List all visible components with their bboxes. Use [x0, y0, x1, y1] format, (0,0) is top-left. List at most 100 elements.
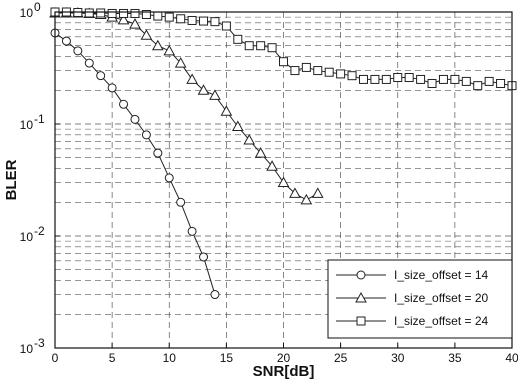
data-point-square [381, 74, 391, 84]
data-point-circle [96, 71, 106, 81]
data-point-square [187, 15, 197, 25]
data-point-square [279, 57, 288, 67]
data-point-circle [356, 270, 366, 280]
data-point-triangle [174, 57, 187, 68]
series-square [50, 7, 517, 91]
data-point-square [416, 74, 426, 84]
data-point-square [199, 16, 209, 26]
data-point-square [450, 74, 460, 84]
data-point-square [130, 8, 140, 18]
data-point-square [336, 69, 346, 79]
data-point-circle [141, 130, 151, 140]
y-tick-label: 10 [20, 6, 34, 20]
data-point-triangle [163, 44, 176, 56]
data-point-circle [164, 173, 174, 183]
data-point-square [256, 41, 266, 51]
legend-label: I_size_offset = 20 [394, 291, 489, 305]
y-tick-label: 10 [20, 230, 34, 244]
x-tick-label: 30 [391, 351, 405, 365]
data-point-circle [176, 197, 186, 207]
data-point-triangle [355, 291, 367, 303]
data-point-circle [119, 99, 129, 109]
data-point-square [356, 316, 366, 326]
data-point-triangle [209, 89, 221, 100]
data-point-square [267, 43, 277, 53]
y-tick-label: 10 [20, 342, 34, 356]
data-point-triangle [129, 18, 141, 29]
data-point-square [107, 8, 117, 18]
x-axis-ticks: 0 5 10 15 20 25 30 35 40 [52, 343, 518, 365]
data-point-triangle [220, 105, 233, 116]
data-point-triangle [117, 13, 130, 25]
data-point-square [164, 12, 174, 22]
y-axis-label: BLER [3, 159, 20, 200]
grid [55, 12, 512, 348]
data-point-square [244, 41, 254, 51]
data-point-circle [210, 290, 220, 300]
data-point-square [210, 17, 220, 27]
x-tick-label: 25 [334, 351, 348, 365]
y-tick-exponent: -2 [34, 224, 45, 238]
data-point-triangle [289, 187, 301, 198]
data-point-triangle [186, 73, 198, 84]
data-point-circle [84, 58, 94, 68]
data-point-triangle [277, 176, 290, 188]
data-point-triangle [311, 187, 324, 198]
data-point-square [233, 34, 243, 44]
data-point-triangle [243, 133, 256, 145]
y-tick-exponent: 0 [34, 0, 41, 14]
data-point-triangle [300, 193, 313, 205]
y-tick-exponent: -3 [34, 336, 45, 350]
data-point-square [324, 67, 334, 77]
data-point-circle [199, 252, 209, 262]
data-point-circle [73, 46, 83, 56]
data-point-square [461, 76, 471, 86]
data-point-circle [61, 36, 71, 46]
data-point-square [221, 21, 231, 31]
data-point-triangle [140, 29, 153, 40]
data-point-square [496, 78, 506, 88]
data-point-circle [130, 114, 140, 124]
data-point-square [358, 74, 368, 84]
data-point-triangle [197, 84, 210, 95]
x-tick-label: 5 [109, 351, 116, 365]
data-point-triangle [151, 39, 164, 51]
legend-label: I_size_offset = 24 [394, 314, 489, 328]
x-tick-label: 20 [277, 351, 291, 365]
data-point-square [301, 62, 311, 72]
data-point-square [313, 66, 323, 76]
data-point-circle [187, 226, 197, 236]
data-point-circle [107, 83, 117, 93]
data-point-circle [153, 148, 163, 158]
data-point-square [393, 73, 403, 83]
data-point-square [370, 74, 380, 84]
data-point-triangle [254, 147, 267, 158]
data-point-square [96, 8, 106, 18]
x-tick-label: 35 [448, 351, 462, 365]
legend-label: I_size_offset = 14 [394, 268, 489, 282]
data-point-square [176, 14, 186, 24]
x-tick-label: 10 [163, 351, 177, 365]
y-tick-exponent: -1 [34, 112, 45, 126]
data-point-square [290, 66, 300, 76]
data-point-triangle [231, 120, 244, 131]
data-point-square [438, 74, 448, 84]
data-point-square [153, 11, 163, 21]
x-tick-label: 15 [220, 351, 234, 365]
data-point-square [473, 81, 483, 91]
series-layer [49, 6, 517, 300]
data-point-square [404, 73, 414, 83]
x-tick-label: 0 [52, 351, 59, 365]
data-point-square [141, 9, 151, 19]
y-tick-label: 10 [20, 118, 34, 132]
legend: I_size_offset = 14 I_size_offset = 20 I_si… [327, 259, 513, 339]
x-axis-label: SNR[dB] [253, 363, 315, 380]
data-point-square [119, 8, 129, 18]
data-point-square [347, 71, 357, 81]
data-point-square [84, 8, 94, 18]
x-tick-label: 40 [505, 351, 518, 365]
data-point-triangle [266, 160, 278, 171]
data-point-square [427, 78, 437, 88]
